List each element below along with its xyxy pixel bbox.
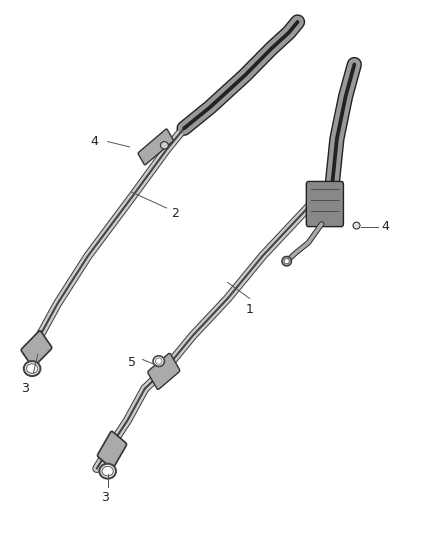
Text: 3: 3 (21, 382, 28, 395)
Text: 5: 5 (128, 356, 136, 369)
Ellipse shape (153, 356, 164, 367)
Ellipse shape (99, 464, 116, 479)
Text: 1: 1 (246, 303, 254, 316)
Ellipse shape (353, 222, 360, 229)
Ellipse shape (24, 361, 40, 376)
Text: 4: 4 (91, 135, 99, 148)
Text: 3: 3 (102, 491, 110, 504)
FancyBboxPatch shape (98, 431, 127, 469)
Text: 4: 4 (381, 220, 389, 233)
Ellipse shape (26, 364, 38, 373)
Ellipse shape (284, 259, 289, 264)
Ellipse shape (155, 358, 162, 365)
Ellipse shape (282, 256, 291, 266)
Ellipse shape (160, 142, 168, 149)
FancyBboxPatch shape (21, 331, 52, 367)
Text: 2: 2 (171, 207, 179, 220)
FancyBboxPatch shape (138, 129, 173, 165)
FancyBboxPatch shape (306, 181, 343, 227)
FancyBboxPatch shape (148, 353, 180, 390)
Ellipse shape (102, 466, 113, 476)
